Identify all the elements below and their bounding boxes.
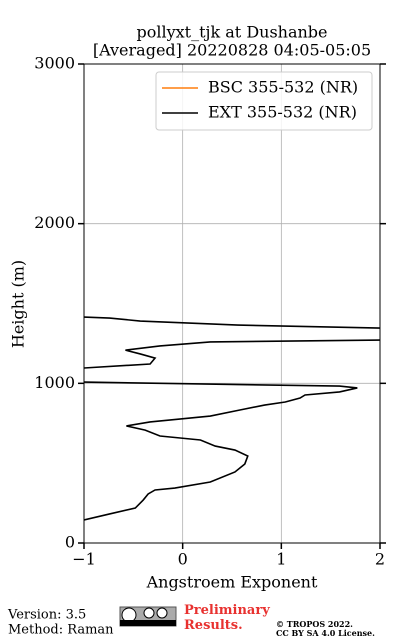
legend-box: [155, 71, 373, 131]
license: CC BY SA 4.0 License.: [276, 628, 375, 638]
y-axis-label: Height (m): [9, 260, 28, 348]
copyright: © TROPOS 2022.: [276, 619, 353, 629]
x-axis-label: Angstroem Exponent: [146, 573, 318, 592]
x-tick-label: 0: [178, 550, 188, 569]
legend-label: EXT 355-532 (NR): [208, 103, 357, 122]
legend: BSC 355-532 (NR) EXT 355-532 (NR): [155, 71, 373, 131]
preliminary: Preliminary Results.: [184, 603, 270, 633]
cc-icon: [121, 607, 137, 623]
footer: Version: 3.5 Method: Raman Preliminary Re…: [7, 603, 375, 639]
cc-band: [120, 620, 176, 626]
profile-line: [84, 316, 380, 521]
x-tick-label: 2: [375, 550, 385, 569]
plot-frame: [83, 63, 381, 544]
chart-title: pollyxt_tjk at Dushanbe: [136, 23, 327, 42]
sa-icon: [156, 607, 168, 619]
y-tick-label: 1000: [34, 373, 75, 392]
y-tick-label: 2000: [34, 213, 75, 232]
legend-label: BSC 355-532 (NR): [208, 78, 358, 97]
y-tick-label: 3000: [34, 54, 75, 73]
by-icon: [143, 607, 155, 619]
chart-subtitle: [Averaged] 20220828 04:05-05:05: [93, 41, 371, 60]
x-tick-label: 1: [276, 550, 286, 569]
version: Version: 3.5: [7, 608, 86, 623]
method: Method: Raman: [8, 623, 114, 638]
x-tick-label: −1: [72, 550, 96, 569]
y-tick-label: 0: [65, 533, 75, 552]
